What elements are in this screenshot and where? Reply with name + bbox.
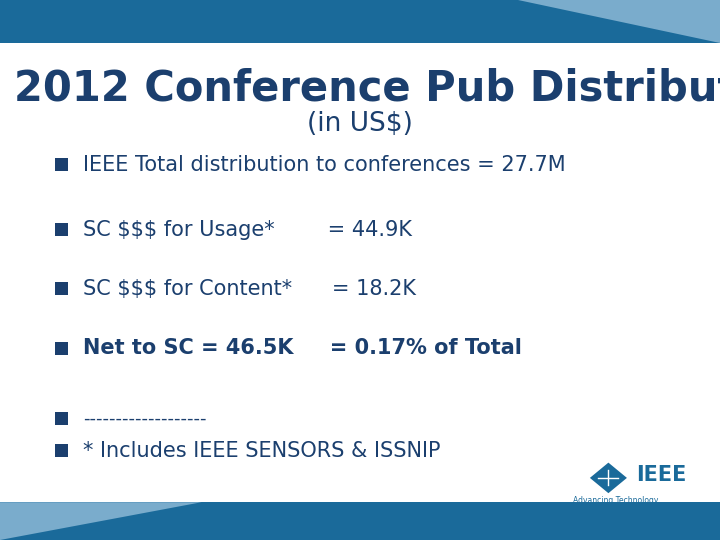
Text: 2012 Conference Pub Distribution: 2012 Conference Pub Distribution [14,68,720,110]
Polygon shape [0,502,202,540]
Text: for Humanity: for Humanity [590,507,641,516]
Bar [55,158,68,171]
Text: (in US$): (in US$) [307,111,413,137]
Bar [0,0,720,43]
Bar [0,502,720,540]
Text: SC $$$ for Content*      = 18.2K: SC $$$ for Content* = 18.2K [83,279,416,299]
Text: Advancing Technology: Advancing Technology [573,496,658,505]
Text: -------------------: ------------------- [83,409,207,428]
Text: SC $$$ for Usage*        = 44.9K: SC $$$ for Usage* = 44.9K [83,219,412,240]
Polygon shape [518,0,720,43]
Text: Net to SC = 46.5K     = 0.17% of Total: Net to SC = 46.5K = 0.17% of Total [83,338,522,359]
Bar [55,223,68,236]
Bar [55,412,68,425]
Bar [55,444,68,457]
Bar [55,342,68,355]
Bar [55,282,68,295]
Text: IEEE Total distribution to conferences = 27.7M: IEEE Total distribution to conferences =… [83,154,565,175]
Polygon shape [588,461,629,495]
Text: * Includes IEEE SENSORS & ISSNIP: * Includes IEEE SENSORS & ISSNIP [83,441,441,461]
Text: IEEE: IEEE [636,465,686,485]
